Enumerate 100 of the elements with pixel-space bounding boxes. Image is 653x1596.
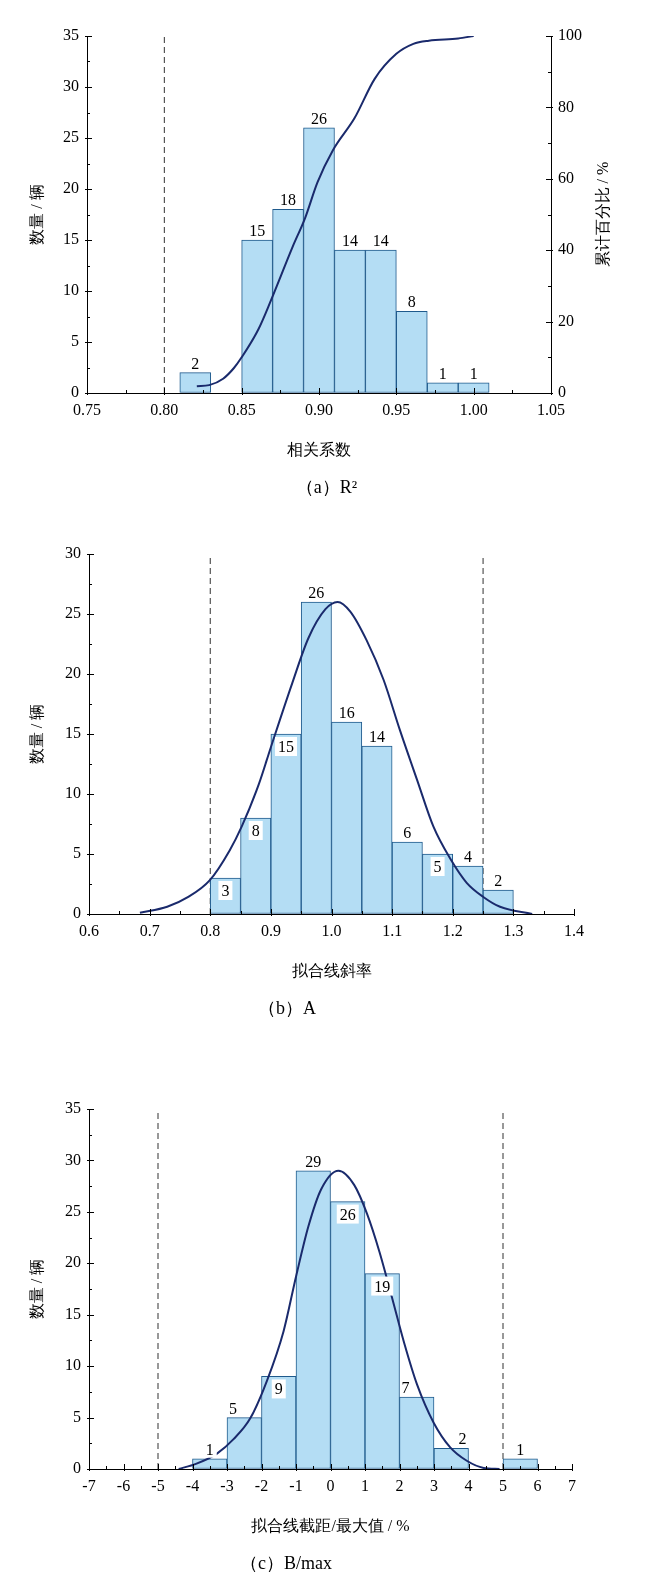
data-label: 14 (341, 232, 358, 250)
data-label: 1 (516, 1440, 525, 1458)
data-label: 15 (249, 222, 266, 239)
data-label: 18 (280, 191, 297, 209)
data-label: 1 (438, 364, 447, 382)
x-tick-label: 0.85 (227, 400, 256, 418)
x-tick-label: 6 (533, 1476, 542, 1494)
x-tick-label: 0.8 (200, 921, 221, 939)
y-tick-label: 5 (73, 844, 81, 862)
x-tick-label: 1.00 (459, 400, 488, 418)
x-tick-label: 1.05 (537, 400, 565, 418)
data-label: 4 (463, 848, 472, 865)
x-tick-label: -4 (185, 1476, 200, 1494)
y-tick-label: 35 (65, 1099, 81, 1117)
y-tick-label: 10 (65, 1356, 81, 1374)
y-tick-label: 20 (65, 664, 81, 682)
y-tick-label: 30 (65, 544, 81, 562)
data-label: 29 (305, 1152, 322, 1170)
x-tick-label: 4 (464, 1476, 473, 1494)
x-tick-label: 0.9 (260, 921, 281, 939)
y-tick-label: 5 (73, 1407, 81, 1425)
x-tick-label: -2 (254, 1476, 269, 1494)
x-tick-label: -6 (116, 1476, 131, 1494)
x-tick-label: 1.1 (382, 921, 403, 939)
x-tick-label: 1.3 (503, 921, 524, 939)
x-tick-label: 7 (568, 1476, 576, 1494)
y2-tick-label: 100 (558, 26, 582, 44)
x-tick-label: 1.2 (442, 921, 463, 939)
x-tick-label: 1 (361, 1476, 369, 1494)
line-series (177, 1169, 501, 1469)
y-tick-label: 25 (63, 128, 79, 146)
data-label: 3 (221, 882, 230, 899)
x-tick-label: -5 (151, 1476, 165, 1494)
data-label: 2 (191, 354, 200, 372)
y-tick-label: 10 (65, 784, 81, 802)
y2-axis-title: 累计百分比 / % (594, 161, 612, 268)
data-label: 7 (401, 1379, 410, 1396)
x-tick-label: 0.7 (139, 921, 160, 939)
data-label: 1 (469, 364, 478, 382)
data-label: 15 (278, 738, 295, 755)
x-tick-label: -1 (289, 1476, 303, 1494)
y-axis-title: 数量 / 辆 (27, 1258, 45, 1320)
x-tick-label: 0.75 (73, 400, 101, 418)
data-label: 26 (311, 109, 327, 127)
y-tick-label: 15 (65, 1304, 81, 1322)
x-axis-title: 拟合线截距/最大值 / % (251, 1516, 410, 1534)
data-label: 8 (407, 293, 416, 311)
x-axis-title: 拟合线斜率 (291, 961, 372, 979)
y-tick-label: 25 (65, 1202, 81, 1220)
y2-tick-label: 60 (558, 169, 574, 186)
y2-tick-label: 20 (558, 311, 574, 329)
data-label: 14 (368, 728, 385, 745)
y-tick-label: 20 (63, 179, 79, 197)
text: （b）A (258, 997, 316, 1018)
y-axis-title: 数量 / 辆 (27, 703, 45, 765)
line-series (138, 601, 534, 914)
y-tick-label: 35 (63, 26, 79, 44)
data-label: 14 (372, 232, 389, 250)
x-tick-label: -7 (82, 1476, 96, 1494)
y-tick-label: 25 (65, 604, 81, 622)
x-tick-label: -3 (220, 1476, 234, 1494)
data-label: 5 (229, 1399, 237, 1417)
x-tick-label: 5 (499, 1476, 507, 1494)
data-label: 2 (458, 1430, 467, 1448)
y-tick-label: 10 (63, 281, 79, 299)
y-tick-label: 15 (63, 230, 79, 248)
y-tick-label: 15 (65, 724, 81, 742)
data-label: 5 (433, 858, 442, 875)
y2-tick-label: 0 (558, 383, 566, 401)
x-tick-label: 0.80 (150, 400, 179, 418)
x-tick-label: 0.6 (79, 921, 99, 939)
y-tick-label: 5 (71, 332, 79, 350)
x-tick-label: 0.95 (382, 400, 411, 418)
y-axis-title: 数量 / 辆 (27, 184, 45, 245)
y-tick-label: 30 (63, 77, 79, 95)
data-label: 8 (251, 822, 260, 839)
data-label: 26 (308, 584, 325, 601)
data-label: 26 (339, 1205, 356, 1223)
x-tick-label: 1.4 (564, 921, 584, 939)
y2-tick-label: 40 (558, 240, 574, 258)
y-tick-label: 0 (71, 383, 79, 401)
x-tick-label: 3 (430, 1476, 438, 1494)
x-tick-label: 1.0 (321, 921, 342, 939)
y-tick-label: 0 (73, 1459, 81, 1477)
x-axis-title: 相关系数 (287, 440, 351, 458)
text: （a）R² (295, 476, 358, 497)
x-tick-label: 2 (395, 1476, 404, 1494)
text: （c）B/max (240, 1552, 332, 1573)
x-tick-label: 0.90 (305, 400, 333, 418)
y-tick-label: 30 (65, 1150, 81, 1168)
data-label: 19 (374, 1277, 391, 1295)
y2-tick-label: 80 (558, 97, 574, 115)
data-label: 6 (403, 824, 412, 841)
data-label: 9 (274, 1380, 283, 1398)
x-tick-label: 0 (326, 1476, 335, 1494)
y-tick-label: 0 (73, 904, 81, 922)
data-label: 2 (494, 872, 503, 889)
data-label: 1 (205, 1440, 214, 1458)
y-tick-label: 20 (65, 1253, 81, 1271)
data-label: 16 (338, 704, 355, 721)
